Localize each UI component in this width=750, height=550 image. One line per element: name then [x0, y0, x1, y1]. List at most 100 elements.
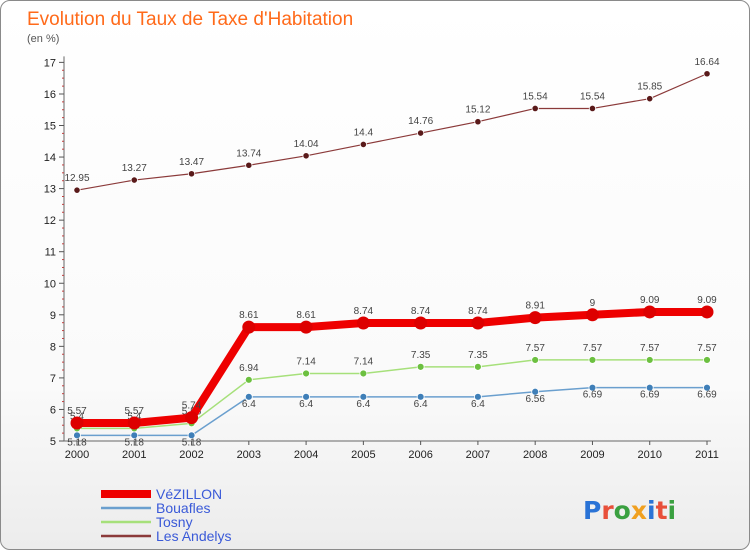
data-label: 5.18 — [125, 437, 145, 448]
data-label: 6.94 — [239, 363, 259, 374]
data-label: 6.56 — [525, 394, 545, 405]
logo-letter: o — [614, 496, 631, 525]
x-tick-label: 2000 — [65, 449, 89, 461]
data-point — [187, 170, 196, 178]
x-tick-label: 2001 — [122, 449, 146, 461]
x-tick-label: 2006 — [408, 449, 432, 461]
x-tick-label: 2003 — [237, 449, 261, 461]
series-v-zillon: 5.57 5.57 5.74 8.61 8.61 8.74 8.74 8.74 8.91 9 9.0… — [67, 295, 717, 430]
data-label: 6.4 — [414, 399, 428, 410]
y-tick-label: 11 — [45, 247, 56, 259]
legend-item: VéZILLON — [101, 486, 222, 502]
legend-item: Les Andelys — [101, 528, 232, 544]
y-tick-label: 14 — [44, 152, 56, 164]
data-point — [245, 161, 253, 169]
data-label: 15.54 — [580, 91, 605, 102]
data-label: 6.69 — [583, 390, 603, 401]
proxiti-logo: Proxiti — [583, 496, 676, 525]
data-label: 8.61 — [239, 310, 259, 321]
data-label: 7.35 — [411, 350, 431, 361]
data-point — [645, 356, 654, 364]
data-label: 9.09 — [697, 295, 717, 306]
y-tick-label: 15 — [44, 121, 56, 133]
data-point — [242, 320, 256, 334]
data-label: 6.69 — [697, 390, 717, 401]
series-layer: 12.95 13.27 13.47 13.74 14.04 14.4 14.76 15.12 1… — [64, 57, 719, 449]
series-line — [76, 73, 708, 191]
data-label: 7.57 — [583, 343, 603, 354]
y-tick-label: 16 — [44, 89, 56, 101]
axes: 5 6 7 8 9 10 11 12 13 14 15 16 17 2000 2001 2002 2003 200… — [44, 56, 719, 461]
data-point — [244, 375, 253, 384]
data-point — [643, 305, 657, 319]
data-point — [416, 362, 425, 371]
data-label: 15.85 — [637, 82, 662, 93]
data-point — [531, 387, 540, 396]
data-label: 5.18 — [67, 437, 87, 448]
data-point — [471, 316, 485, 330]
chart-title: Evolution du Taux de Taxe d'Habitation — [27, 9, 353, 30]
x-tick-label: 2008 — [523, 449, 547, 461]
data-point — [70, 416, 84, 430]
chart-subtitle: (en %) — [27, 33, 59, 45]
data-label: 8.74 — [468, 306, 488, 317]
x-tick-label: 2002 — [179, 449, 203, 461]
data-point — [359, 392, 368, 401]
data-label: 6.4 — [299, 399, 313, 410]
data-label: 14.04 — [294, 139, 319, 150]
series-line — [77, 307, 707, 428]
legend-label: VéZILLON — [156, 486, 222, 502]
y-tick-label: 6 — [50, 404, 56, 416]
x-tick-label: 2004 — [294, 449, 318, 461]
data-point — [73, 186, 81, 194]
y-tick-label: 8 — [50, 341, 56, 353]
series-line — [77, 359, 707, 430]
x-tick-label: 2011 — [695, 449, 719, 461]
data-label: 15.12 — [465, 105, 490, 116]
data-label: 7.14 — [354, 356, 374, 367]
data-label: 7.57 — [640, 343, 660, 354]
data-point — [474, 392, 482, 401]
data-label: 16.64 — [694, 57, 719, 68]
data-point — [588, 356, 597, 364]
data-point — [302, 369, 310, 378]
data-point — [474, 362, 482, 371]
data-label: 8.74 — [411, 306, 431, 317]
x-tick-label: 2007 — [466, 449, 490, 461]
data-point — [531, 356, 540, 364]
data-point — [130, 176, 138, 184]
data-point — [528, 311, 542, 325]
logo-letter: t — [656, 496, 668, 525]
legend-label: Bouafles — [156, 500, 210, 516]
y-tick-label: 10 — [44, 278, 56, 290]
data-point — [645, 383, 654, 392]
data-label: 12.95 — [64, 173, 89, 184]
data-point — [474, 118, 482, 126]
logo-letter: i — [668, 496, 677, 525]
data-point — [299, 320, 313, 334]
data-point — [700, 305, 714, 319]
legend-label: Les Andelys — [156, 528, 232, 544]
data-label: 8.61 — [296, 310, 316, 321]
data-label: 5.57 — [125, 406, 145, 417]
data-label: 5.18 — [182, 437, 202, 448]
series-bouafles: 5.18 5.18 5.18 6.4 6.4 6.4 6.4 6.4 6.56 6.69 6.69 6… — [67, 383, 717, 448]
data-label: 7.57 — [525, 343, 545, 354]
data-label: 7.35 — [468, 350, 488, 361]
data-point — [588, 383, 597, 392]
y-tick-label: 12 — [44, 215, 56, 227]
data-point — [187, 431, 196, 440]
y-tick-label: 5 — [50, 436, 56, 448]
data-point — [416, 392, 425, 401]
data-label: 5.74 — [182, 401, 202, 412]
legend-label: Tosny — [156, 514, 193, 530]
data-label: 8.74 — [354, 306, 374, 317]
data-label: 14.76 — [408, 116, 433, 127]
data-point — [356, 316, 370, 330]
data-point — [414, 316, 428, 330]
data-point — [185, 411, 199, 425]
data-point — [703, 356, 711, 364]
y-tick-label: 7 — [50, 373, 56, 385]
